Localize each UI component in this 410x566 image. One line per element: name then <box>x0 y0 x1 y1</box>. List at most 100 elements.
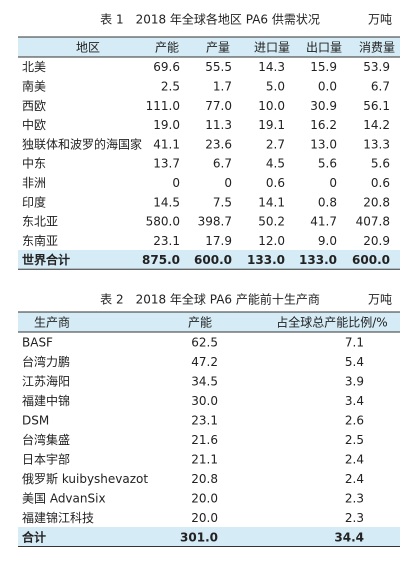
total-background <box>18 527 400 547</box>
cell-value: 21.6 <box>191 433 218 447</box>
cell-value: 2.4 <box>345 472 364 486</box>
table-title: 表 1 2018 年全球各地区 PA6 供需状况 <box>100 12 320 27</box>
cell-value: 2.6 <box>345 413 364 427</box>
cell-value: 20.8 <box>363 195 390 209</box>
cell-value: 41.7 <box>310 215 337 229</box>
cell-value: 16.2 <box>310 118 337 132</box>
cell-value: 2.7 <box>266 137 285 151</box>
row-label: DSM <box>22 413 49 427</box>
column-header: 地区 <box>76 41 100 55</box>
column-header: 进口量 <box>254 41 290 55</box>
cell-value: 301.0 <box>180 530 218 544</box>
table-unit: 万吨 <box>368 293 392 307</box>
cell-value: 14.5 <box>153 195 180 209</box>
cell-value: 875.0 <box>142 253 180 267</box>
header-background <box>18 37 400 57</box>
cell-value: 1.7 <box>213 79 232 93</box>
cell-value: 133.0 <box>299 253 337 267</box>
cell-value: 77.0 <box>205 99 232 113</box>
cell-value: 14.3 <box>258 60 285 74</box>
cell-value: 5.6 <box>371 157 390 171</box>
cell-value: 14.1 <box>258 195 285 209</box>
row-label: 印度 <box>22 194 46 209</box>
row-label: 江苏海阳 <box>22 373 70 388</box>
row-label: 东南亚 <box>22 233 58 248</box>
cell-value: 13.7 <box>153 157 180 171</box>
cell-value: 13.3 <box>363 137 390 151</box>
cell-value: 20.0 <box>191 491 218 505</box>
cell-value: 5.4 <box>345 355 364 369</box>
total-background <box>18 250 400 270</box>
cell-value: 4.5 <box>266 157 285 171</box>
cell-value: 0.6 <box>266 176 285 190</box>
cell-value: 2.5 <box>345 433 364 447</box>
cell-value: 580.0 <box>146 215 180 229</box>
cell-value: 20.0 <box>191 511 218 525</box>
row-label: 台湾集盛 <box>22 432 70 447</box>
cell-value: 47.2 <box>191 355 218 369</box>
row-label: BASF <box>22 335 53 349</box>
cell-value: 17.9 <box>205 234 232 248</box>
cell-value: 21.1 <box>191 452 218 466</box>
column-header: 生产商 <box>34 315 70 330</box>
cell-value: 0 <box>329 176 337 190</box>
row-label: 世界合计 <box>22 252 70 267</box>
cell-value: 23.1 <box>191 413 218 427</box>
column-header: 占全球总产能比例/% <box>276 315 387 330</box>
row-label: 福建中锦 <box>22 393 70 408</box>
cell-value: 407.8 <box>356 215 390 229</box>
row-label: 福建锦江科技 <box>22 510 94 525</box>
cell-value: 56.1 <box>363 99 390 113</box>
cell-value: 12.0 <box>258 234 285 248</box>
column-header: 消费量 <box>359 41 395 55</box>
cell-value: 0.6 <box>371 176 390 190</box>
cell-value: 23.6 <box>205 137 232 151</box>
cell-value: 69.6 <box>153 60 180 74</box>
row-label: 中欧 <box>22 117 46 132</box>
cell-value: 20.9 <box>363 234 390 248</box>
row-label: 俄罗斯 kuibyshevazot <box>22 472 148 486</box>
cell-value: 9.0 <box>318 234 337 248</box>
cell-value: 55.5 <box>205 60 232 74</box>
cell-value: 398.7 <box>198 215 232 229</box>
row-label: 西欧 <box>22 99 46 113</box>
column-header: 产量 <box>206 41 230 55</box>
cell-value: 0.0 <box>318 79 337 93</box>
row-label: 台湾力鹏 <box>22 354 70 369</box>
column-header: 产能 <box>188 316 212 330</box>
row-label: 北美 <box>22 60 46 74</box>
cell-value: 53.9 <box>363 60 390 74</box>
cell-value: 41.1 <box>153 137 180 151</box>
cell-value: 5.6 <box>318 157 337 171</box>
cell-value: 34.4 <box>334 530 364 544</box>
cell-value: 600.0 <box>352 253 390 267</box>
cell-value: 30.0 <box>191 394 218 408</box>
cell-value: 50.2 <box>258 215 285 229</box>
cell-value: 62.5 <box>191 335 218 349</box>
cell-value: 10.0 <box>258 99 285 113</box>
table-title: 表 2 2018 年全球 PA6 产能前十生产商 <box>100 292 320 307</box>
cell-value: 6.7 <box>213 157 232 171</box>
cell-value: 2.5 <box>161 79 180 93</box>
cell-value: 19.1 <box>258 118 285 132</box>
column-header: 出口量 <box>306 41 342 55</box>
table-unit: 万吨 <box>368 13 392 27</box>
cell-value: 0.8 <box>318 195 337 209</box>
cell-value: 7.5 <box>213 195 232 209</box>
cell-value: 23.1 <box>153 234 180 248</box>
cell-value: 15.9 <box>310 60 337 74</box>
row-label: 日本宇部 <box>22 451 70 466</box>
row-label: 合计 <box>22 529 46 544</box>
row-label: 非洲 <box>22 176 46 190</box>
cell-value: 13.0 <box>310 137 337 151</box>
cell-value: 5.0 <box>266 79 285 93</box>
row-label: 中东 <box>22 156 46 171</box>
row-label: 独联体和波罗的海国家 <box>22 136 142 151</box>
header-background <box>18 312 400 332</box>
cell-value: 11.3 <box>205 118 232 132</box>
cell-value: 2.3 <box>345 511 364 525</box>
column-header: 产能 <box>155 41 179 55</box>
cell-value: 3.9 <box>345 374 364 388</box>
row-label: 南美 <box>22 78 46 93</box>
